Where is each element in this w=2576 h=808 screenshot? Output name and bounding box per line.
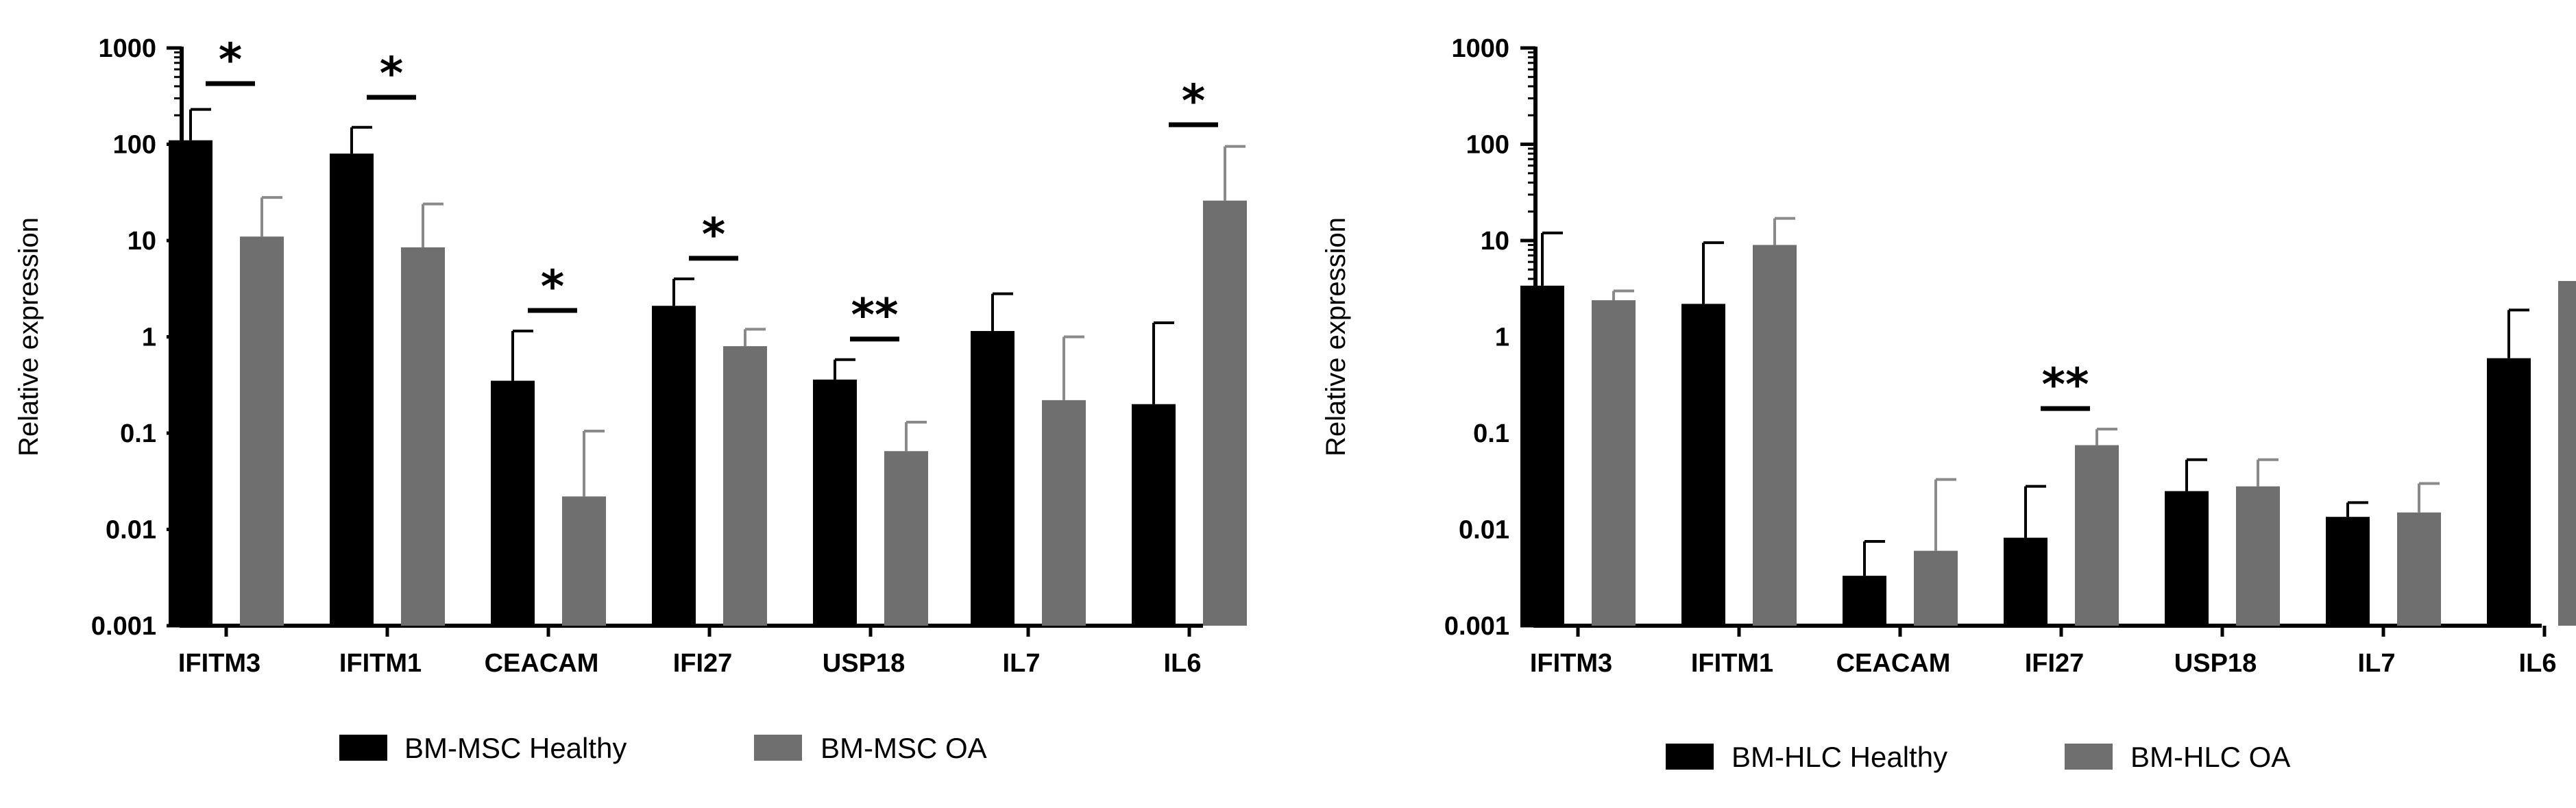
x-tick-label: IFITM1 — [1691, 649, 1773, 678]
x-tick-label: IFI27 — [2025, 649, 2085, 678]
y-tick-label: 1 — [142, 323, 156, 352]
y-tick-label: 1000 — [98, 34, 156, 63]
legend-swatch — [1666, 744, 1714, 770]
y-tick-label: 100 — [113, 131, 156, 160]
bar-bm-hlc-healthy-ceacam — [1843, 576, 1886, 626]
y-tick-label: 10 — [1481, 227, 1509, 256]
x-tick-label: USP18 — [2174, 649, 2257, 678]
x-tick-label: IFITM3 — [178, 649, 260, 678]
y-tick-label: 0.01 — [106, 516, 156, 545]
bar-bm-msc-oa-ifitm1 — [401, 247, 445, 626]
significance-label: ** — [851, 289, 898, 342]
bar-bm-hlc-oa-ifitm1 — [1753, 245, 1797, 626]
bar-bm-msc-healthy-il6 — [1132, 404, 1176, 626]
legend-swatch — [2065, 744, 2113, 770]
y-axis-label: Relative expression — [1321, 217, 1351, 456]
x-tick-label: IL7 — [1003, 649, 1041, 678]
y-tick-label: 100 — [1466, 131, 1509, 160]
bar-bm-hlc-oa-ceacam — [1914, 550, 1958, 626]
bar-bm-msc-healthy-ifitm3 — [169, 140, 212, 626]
x-tick-label: IFITM1 — [339, 649, 422, 678]
y-tick-label: 0.01 — [1459, 516, 1509, 545]
bar-bm-msc-oa-ifi27 — [723, 346, 767, 626]
bar-bm-msc-oa-usp18 — [884, 451, 928, 626]
y-tick-label: 0.1 — [1473, 419, 1509, 448]
bar-bm-hlc-oa-il7 — [2397, 512, 2441, 626]
bar-bm-msc-healthy-usp18 — [813, 379, 857, 626]
legend-label: BM-MSC Healthy — [404, 732, 627, 764]
bar-bm-msc-oa-ifitm3 — [240, 236, 284, 626]
significance-label: * — [702, 208, 726, 261]
y-tick-label: 0.001 — [1444, 612, 1509, 641]
y-tick-label: 0.1 — [120, 419, 156, 448]
bar-bm-hlc-healthy-ifitm3 — [1520, 285, 1564, 626]
significance-label: ** — [2041, 358, 2089, 411]
bar-bm-msc-oa-ceacam — [562, 496, 606, 626]
x-tick-label: IFI27 — [673, 649, 733, 678]
bar-bm-msc-healthy-il7 — [971, 330, 1014, 626]
bar-bm-msc-healthy-ifi27 — [652, 306, 696, 626]
legend-label: BM-MSC OA — [821, 732, 987, 764]
bar-bm-msc-healthy-ifitm1 — [330, 154, 374, 626]
x-tick-label: IL6 — [1164, 649, 1202, 678]
bar-bm-msc-oa-il7 — [1042, 400, 1086, 626]
bar-bm-hlc-oa-usp18 — [2236, 486, 2280, 626]
x-tick-label: CEACAM — [1836, 649, 1951, 678]
bar-bm-hlc-oa-il6 — [2558, 281, 2576, 626]
bar-bm-hlc-healthy-usp18 — [2165, 491, 2209, 626]
bar-bm-hlc-healthy-il6 — [2487, 358, 2531, 626]
bar-bm-hlc-healthy-ifitm1 — [1681, 304, 1725, 626]
y-tick-label: 0.001 — [91, 612, 156, 641]
chart-msc: 0.001 0.01 0.1 1 10 100 1000 Relative expressio… — [14, 34, 1247, 764]
significance-label: * — [541, 260, 565, 313]
legend-swatch — [339, 735, 387, 761]
bar-bm-hlc-healthy-ifi27 — [2004, 537, 2048, 626]
x-tick-label: IFITM3 — [1530, 649, 1612, 678]
bar-bm-msc-healthy-ceacam — [491, 380, 535, 626]
bar-bm-msc-oa-il6 — [1203, 200, 1247, 626]
legend-swatch — [754, 735, 802, 761]
x-tick-label: IL6 — [2519, 649, 2557, 678]
chart-hlc: 0.001 0.01 0.1 1 10 100 1000 Relative expressio… — [1321, 34, 2576, 773]
bar-bm-hlc-oa-ifitm3 — [1592, 300, 1636, 626]
significance-label: * — [380, 47, 404, 100]
y-tick-label: 1 — [1495, 323, 1509, 352]
significance-label: * — [219, 34, 243, 86]
x-tick-label: IL7 — [2358, 649, 2396, 678]
significance-label: * — [1182, 75, 1206, 127]
legend-label: BM-HLC Healthy — [1731, 741, 1947, 773]
x-tick-label: CEACAM — [485, 649, 599, 678]
x-tick-label: USP18 — [823, 649, 905, 678]
y-tick-label: 10 — [127, 227, 156, 256]
legend-label: BM-HLC OA — [2130, 741, 2290, 773]
bar-bm-hlc-healthy-il7 — [2326, 517, 2370, 626]
bar-bm-hlc-oa-ifi27 — [2075, 445, 2119, 626]
y-axis-label: Relative expression — [14, 217, 44, 456]
y-tick-label: 1000 — [1451, 34, 1509, 63]
